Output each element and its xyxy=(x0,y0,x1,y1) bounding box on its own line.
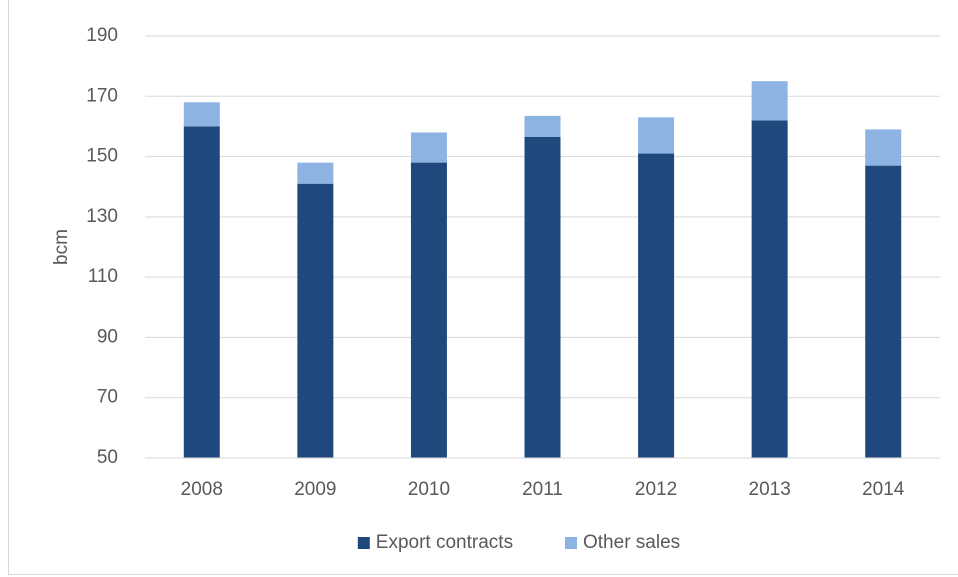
bar-segment xyxy=(524,115,561,137)
x-tick-label: 2011 xyxy=(522,479,563,500)
bar-segment xyxy=(638,117,675,154)
bar-segment xyxy=(183,102,220,127)
x-tick-label: 2009 xyxy=(294,479,336,500)
bar-segment xyxy=(297,162,334,184)
y-tick-label: 170 xyxy=(86,85,118,106)
y-tick-label: 150 xyxy=(86,146,118,167)
bar-segment xyxy=(410,162,447,458)
x-tick-label: 2008 xyxy=(181,479,223,500)
x-tick-label: 2012 xyxy=(635,479,677,500)
y-tick-label: 90 xyxy=(97,326,118,347)
y-tick-label: 50 xyxy=(97,447,118,468)
y-tick-label: 110 xyxy=(88,266,118,287)
bar-segment xyxy=(865,129,902,166)
legend-label: Other sales xyxy=(583,532,680,553)
bar-segment xyxy=(865,165,902,458)
x-tick-label: 2014 xyxy=(862,479,905,500)
y-tick-label: 190 xyxy=(86,25,118,46)
bar-segment xyxy=(410,132,447,163)
bar-segment xyxy=(297,183,334,458)
bar-segment xyxy=(751,120,788,459)
bar-segment xyxy=(524,136,561,458)
bar-segment xyxy=(638,153,675,459)
bar-segment xyxy=(751,81,788,121)
chart-border xyxy=(8,0,958,575)
x-tick-label: 2013 xyxy=(749,479,791,500)
legend-swatch xyxy=(565,537,577,549)
bar-segment xyxy=(183,126,220,458)
x-tick-label: 2010 xyxy=(408,479,450,500)
legend-label: Export contracts xyxy=(376,532,513,553)
y-tick-label: 70 xyxy=(97,387,118,408)
y-axis-label: bcm xyxy=(51,229,72,265)
legend-swatch xyxy=(357,537,370,549)
y-tick-label: 130 xyxy=(86,206,118,227)
